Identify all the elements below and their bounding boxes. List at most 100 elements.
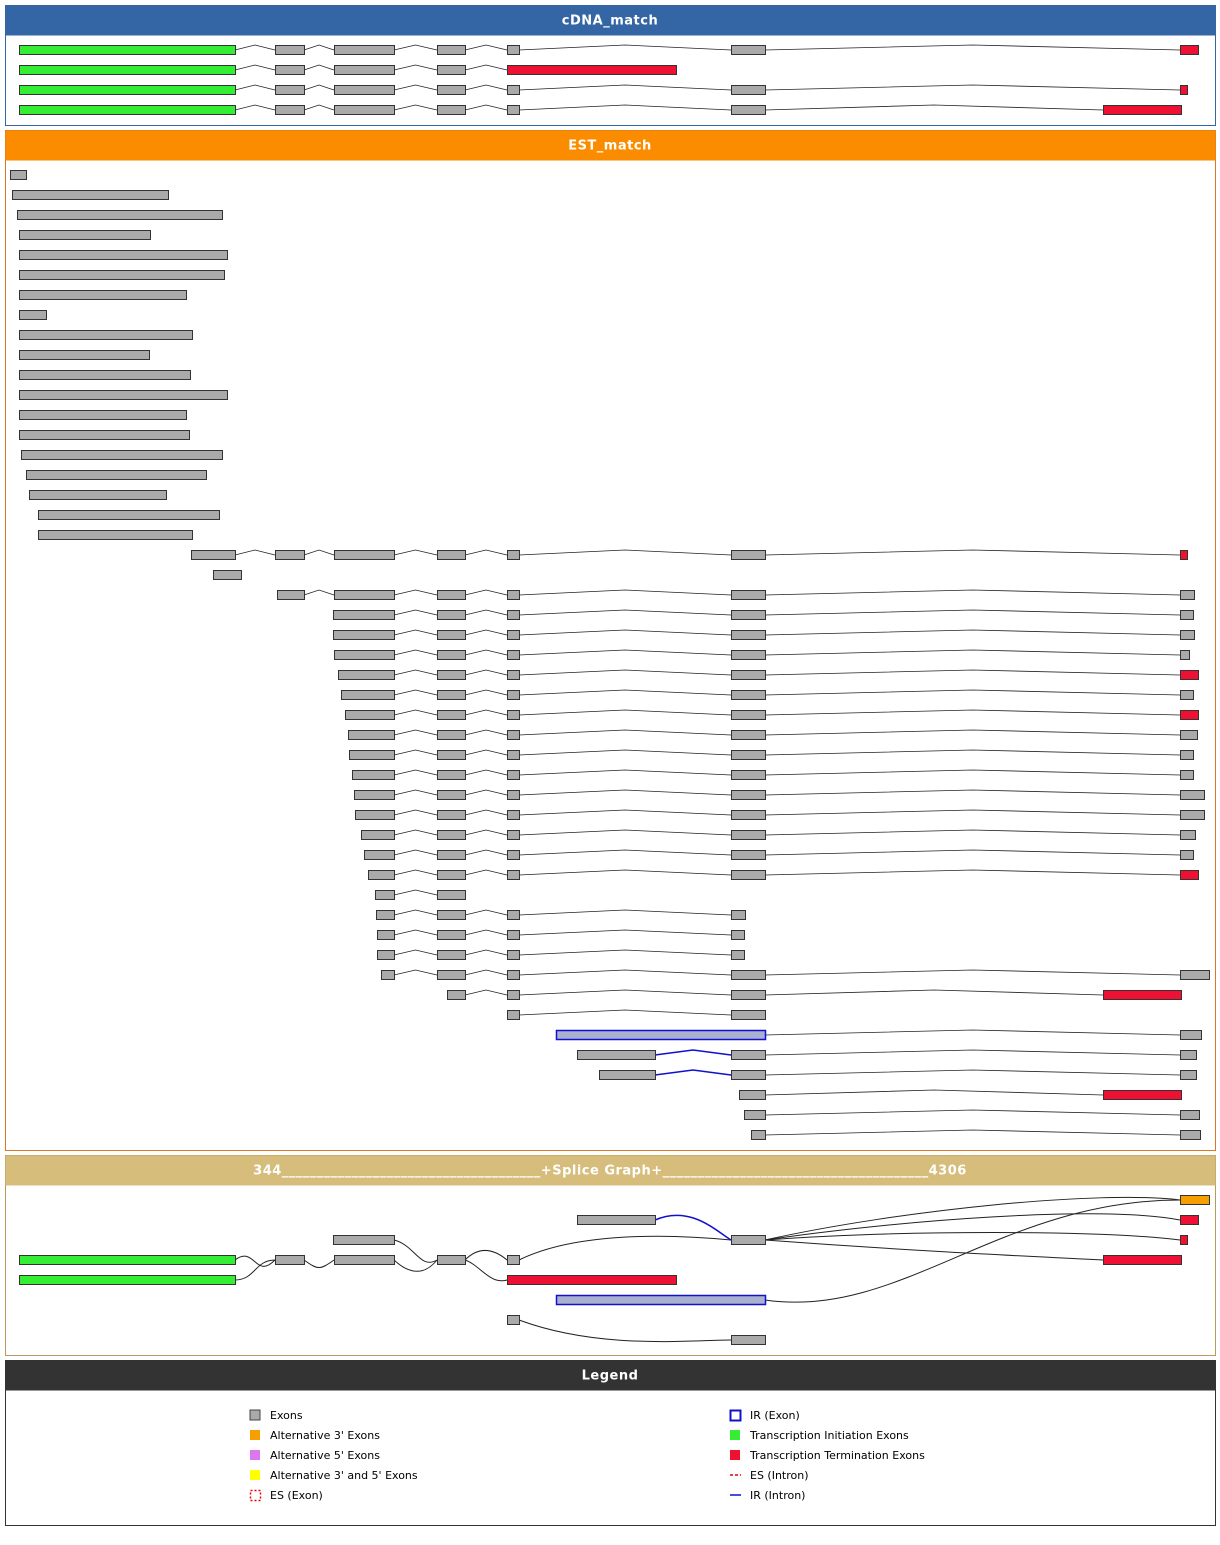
exon (507, 810, 520, 820)
exon (334, 85, 395, 95)
intron (518, 809, 732, 816)
exon (731, 105, 766, 115)
intron (464, 849, 508, 856)
exon (437, 750, 466, 760)
exon (12, 190, 169, 200)
exon (731, 550, 766, 560)
intron (518, 969, 732, 976)
exon (437, 85, 466, 95)
exon (275, 85, 305, 95)
exon (1180, 750, 1194, 760)
exon (437, 630, 466, 640)
intron (393, 84, 438, 91)
intron (303, 104, 335, 111)
exon (355, 810, 395, 820)
exon (507, 690, 520, 700)
exon (437, 650, 466, 660)
intron (393, 709, 438, 716)
exon (1180, 830, 1196, 840)
exon (437, 870, 466, 880)
legend-label: IR (Intron) (750, 1489, 805, 1502)
exon (29, 490, 167, 500)
exon (507, 730, 520, 740)
edge (764, 1239, 1104, 1261)
exon (334, 650, 395, 660)
edge (764, 1213, 1181, 1241)
intron (764, 589, 1181, 596)
intron (464, 609, 508, 616)
exon (731, 850, 766, 860)
exon (19, 290, 187, 300)
intron (393, 769, 438, 776)
intron (393, 749, 438, 756)
exon (437, 910, 466, 920)
legend-label: IR (Exon) (750, 1409, 800, 1422)
exon (437, 790, 466, 800)
exon (437, 810, 466, 820)
panel-header (5, 1155, 1216, 1186)
exon (507, 670, 520, 680)
exon (731, 910, 746, 920)
legend-icon (250, 1430, 260, 1440)
exon (19, 65, 236, 75)
exon (437, 890, 466, 900)
intron (518, 1009, 732, 1016)
intron (518, 84, 732, 91)
exon (345, 710, 395, 720)
intron (518, 649, 732, 656)
intron (464, 989, 508, 996)
exon (507, 1255, 520, 1265)
intron (393, 689, 438, 696)
intron (518, 949, 732, 956)
intron (518, 689, 732, 696)
exon (555, 1029, 767, 1041)
exon (341, 690, 395, 700)
intron (764, 609, 1181, 616)
exon (437, 610, 466, 620)
exon (1180, 850, 1194, 860)
exon (19, 105, 236, 115)
exon (731, 85, 766, 95)
legend-icon (249, 1409, 261, 1421)
exon (731, 45, 766, 55)
exon (507, 105, 520, 115)
panel-title: cDNA_match (562, 14, 658, 29)
exon (333, 630, 395, 640)
edge (464, 1259, 508, 1282)
intron (464, 909, 508, 916)
exon (334, 105, 395, 115)
intron (393, 64, 438, 71)
exon (338, 670, 395, 680)
intron (464, 949, 508, 956)
intron (764, 1129, 1181, 1136)
panel-frame (5, 130, 1216, 1151)
exon (599, 1070, 656, 1080)
exon (555, 1294, 767, 1306)
legend-label: Exons (270, 1409, 303, 1422)
intron (518, 549, 732, 556)
exon (507, 550, 520, 560)
legend-icon (249, 1489, 262, 1502)
exon (577, 1215, 656, 1225)
exon (1103, 1255, 1182, 1265)
intron (764, 1029, 1181, 1036)
edge (764, 1196, 1181, 1241)
edge (518, 1235, 732, 1261)
exon (377, 950, 395, 960)
intron (464, 749, 508, 756)
exon (19, 430, 190, 440)
exon (1180, 1110, 1200, 1120)
intron (303, 64, 335, 71)
exon (334, 550, 395, 560)
exon (507, 1275, 677, 1285)
exon (731, 670, 766, 680)
exon (375, 890, 395, 900)
legend-label: Alternative 3' Exons (270, 1429, 380, 1442)
exon (731, 990, 766, 1000)
panel-header (5, 5, 1216, 36)
legend-label: ES (Intron) (750, 1469, 809, 1482)
intron (393, 889, 438, 896)
exon (437, 950, 466, 960)
exon (26, 470, 207, 480)
intron (518, 929, 732, 936)
